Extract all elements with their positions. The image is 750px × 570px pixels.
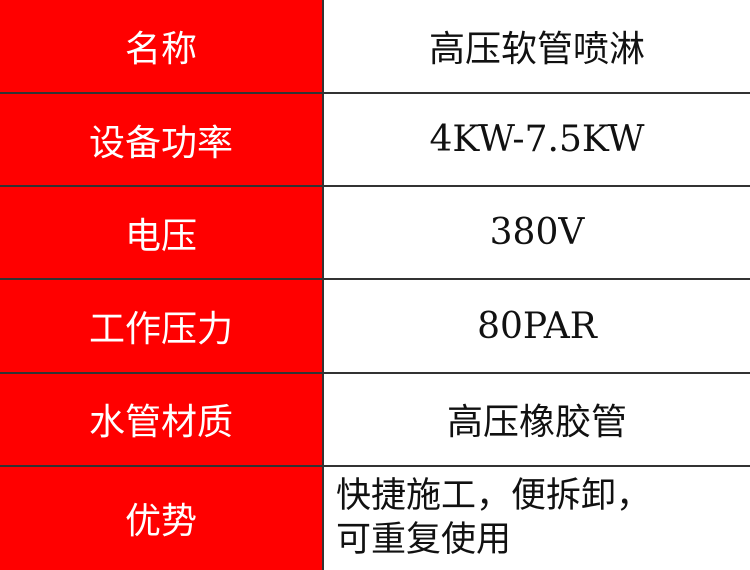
table-row: 电压 380V — [0, 185, 750, 281]
table-row: 设备功率 4KW-7.5KW — [0, 92, 750, 188]
table-row: 水管材质 高压橡胶管 — [0, 371, 750, 467]
row-label: 工作压力 — [0, 278, 324, 374]
row-label: 水管材质 — [0, 371, 324, 467]
value-line: 可重复使用 — [336, 520, 512, 561]
row-value: 4KW-7.5KW — [322, 92, 750, 188]
row-label: 电压 — [0, 185, 324, 281]
row-value: 高压橡胶管 — [322, 371, 750, 467]
row-value: 快捷施工，便拆卸， 可重复使用 — [322, 464, 750, 570]
table-row: 优势 快捷施工，便拆卸， 可重复使用 — [0, 464, 750, 570]
value-line: 快捷施工，便拆卸， — [336, 476, 652, 517]
row-value: 高压软管喷淋 — [322, 0, 750, 95]
row-label: 优势 — [0, 464, 324, 570]
table-row: 名称 高压软管喷淋 — [0, 0, 750, 95]
row-value: 80PAR — [322, 278, 750, 374]
row-label: 名称 — [0, 0, 324, 95]
row-value: 380V — [322, 185, 750, 281]
table-row: 工作压力 80PAR — [0, 278, 750, 374]
row-label: 设备功率 — [0, 92, 324, 188]
